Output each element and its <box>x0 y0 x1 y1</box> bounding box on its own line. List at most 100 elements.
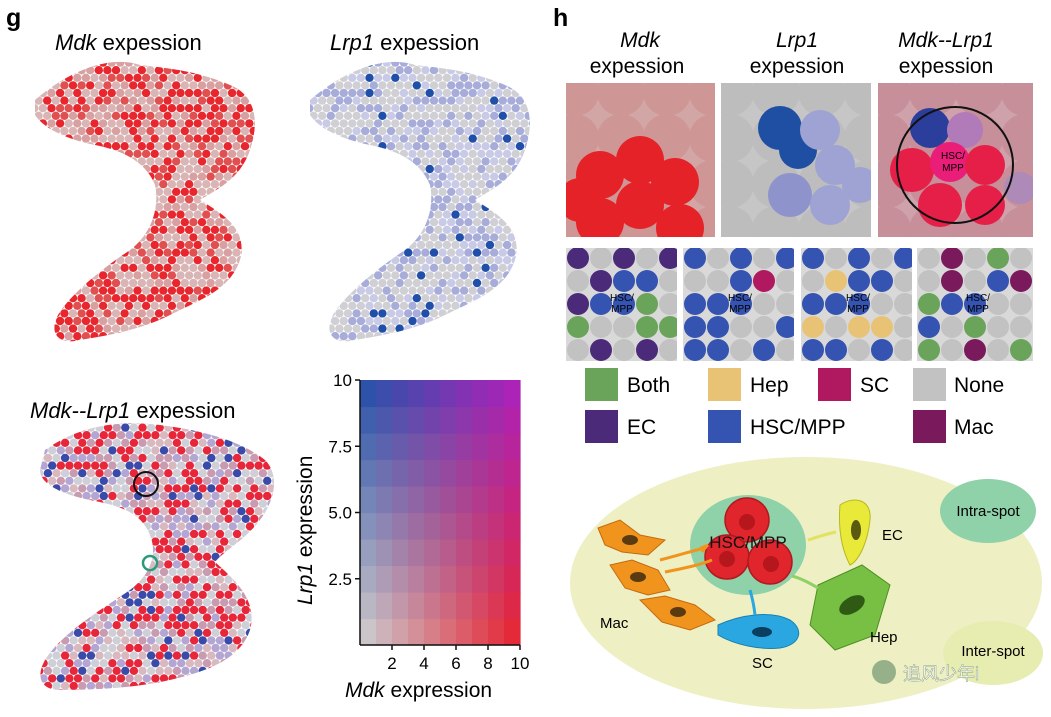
spot <box>399 149 409 158</box>
spot <box>528 61 530 67</box>
spot <box>271 628 275 637</box>
spot <box>253 240 255 250</box>
spot <box>65 659 74 668</box>
spot <box>91 613 100 622</box>
spot <box>210 316 220 326</box>
spot <box>515 233 525 242</box>
spot <box>237 583 246 592</box>
spot <box>280 416 288 424</box>
spot <box>60 96 69 105</box>
spot <box>330 88 340 98</box>
spot <box>330 149 340 158</box>
spot <box>365 271 374 280</box>
spot <box>150 134 159 143</box>
spot <box>451 88 460 98</box>
spot <box>43 51 51 59</box>
spot <box>228 537 237 546</box>
spot <box>520 134 529 143</box>
spot <box>438 96 447 105</box>
celltype-spot <box>753 270 775 292</box>
spot <box>167 301 177 310</box>
spot <box>35 248 43 257</box>
spot <box>167 149 177 158</box>
heatmap-cell <box>392 539 409 567</box>
spot <box>369 278 378 288</box>
spot <box>60 484 70 493</box>
spot <box>322 240 331 250</box>
spot <box>189 423 199 432</box>
spot <box>271 643 275 653</box>
spot <box>309 51 317 59</box>
spot <box>48 674 57 683</box>
spot <box>386 187 396 196</box>
spot <box>348 164 357 174</box>
spot <box>322 286 331 295</box>
spot <box>237 598 246 607</box>
spot <box>121 438 130 447</box>
spot <box>167 119 177 128</box>
spot <box>98 195 108 204</box>
spot <box>108 628 117 637</box>
spot <box>124 286 134 295</box>
spot <box>64 164 73 174</box>
spot <box>322 73 331 83</box>
spot <box>47 164 56 174</box>
spot <box>99 674 109 683</box>
spot <box>124 225 134 234</box>
spot <box>245 659 255 668</box>
celltype-spot <box>894 339 912 361</box>
heatmap-cell <box>488 459 505 487</box>
s2-hsc-label-1: HSC/ <box>728 293 752 304</box>
heatmap-cell <box>472 459 489 487</box>
spot <box>223 96 232 105</box>
spot <box>254 507 263 516</box>
spot <box>99 689 109 690</box>
spot <box>369 233 378 242</box>
spot <box>48 567 57 577</box>
spot <box>73 286 82 295</box>
spot <box>189 202 198 212</box>
spot <box>64 134 73 143</box>
spot <box>172 248 181 257</box>
spot <box>177 446 186 455</box>
heatmap-cell <box>472 512 489 540</box>
spot <box>164 529 173 539</box>
spot <box>121 453 130 463</box>
spot <box>280 492 288 500</box>
spot <box>511 104 520 113</box>
spot <box>224 560 233 569</box>
spot <box>77 81 86 90</box>
spot <box>520 301 529 310</box>
spot <box>124 180 134 189</box>
spot <box>51 96 60 105</box>
spot <box>361 218 370 227</box>
spot <box>159 286 168 295</box>
spot <box>369 248 378 257</box>
spot <box>339 301 348 310</box>
spot <box>224 666 233 675</box>
spot <box>56 659 65 668</box>
spot <box>365 61 374 67</box>
spot <box>373 256 383 265</box>
spot <box>107 316 116 326</box>
spot <box>434 149 443 158</box>
spot <box>391 271 400 280</box>
spot <box>250 605 259 615</box>
heatmap-cell <box>440 486 457 514</box>
spot <box>365 73 374 83</box>
heatmap-cell <box>424 618 441 646</box>
spot <box>142 674 151 683</box>
spot <box>55 332 65 341</box>
spot <box>73 256 82 265</box>
spot <box>472 126 482 136</box>
spot <box>507 66 516 75</box>
spot <box>95 636 104 645</box>
spot <box>184 225 194 234</box>
spot <box>391 104 400 113</box>
spot <box>245 73 254 83</box>
bg-spot <box>689 83 715 116</box>
spot <box>154 263 164 272</box>
spot <box>227 119 237 128</box>
spot <box>421 202 430 212</box>
spot <box>464 233 473 242</box>
